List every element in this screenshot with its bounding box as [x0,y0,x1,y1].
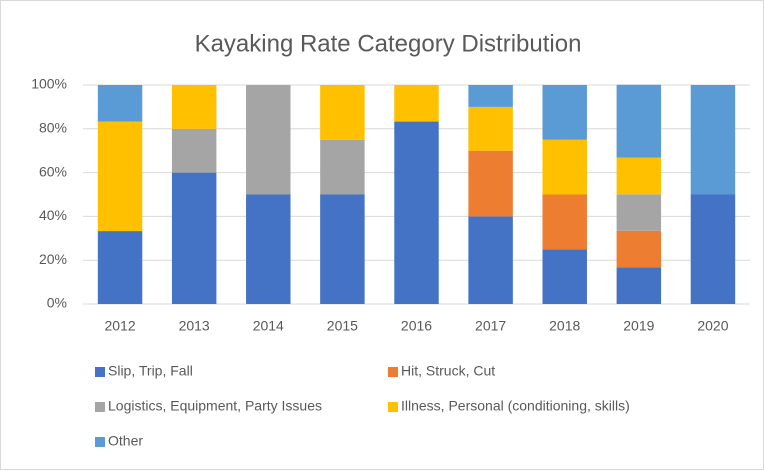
bar-segment [246,194,291,304]
bar-segment [616,194,662,231]
bar-segment [690,85,736,195]
legend-label: Other [108,433,143,449]
bar-segment [690,194,736,304]
bar-segment [616,84,662,158]
y-tick-label: 0% [47,295,67,311]
bar-segment [616,230,662,268]
bar-segment [468,216,513,304]
bar-segment [542,85,587,140]
x-tick-label: 2014 [253,318,284,334]
y-tick-label: 40% [39,207,67,223]
y-tick-label: 100% [31,76,67,92]
bar-segment [616,267,662,304]
bar-segment [171,128,217,173]
bar-segment [468,106,513,151]
legend-label: Logistics, Equipment, Party Issues [108,398,322,414]
bar-segment [97,231,143,304]
legend-label: Slip, Trip, Fall [108,363,193,379]
bar-segment [320,85,365,140]
x-tick-label: 2012 [104,318,135,334]
x-tick-label: 2018 [549,318,580,334]
bar-segment [468,150,513,217]
x-tick-label: 2015 [327,318,358,334]
x-tick-label: 2016 [401,318,432,334]
legend-swatch [95,402,105,412]
y-tick-label: 20% [39,251,67,267]
bar-segment [616,157,662,195]
bar-segment [468,85,513,107]
legend-swatch [95,367,105,377]
legend-swatch [388,367,398,377]
x-tick-label: 2017 [475,318,506,334]
bar-segment [97,121,143,232]
bar-segment [171,85,217,129]
bar-segment [542,139,587,195]
x-tick-label: 2019 [623,318,654,334]
legend-swatch [388,402,398,412]
bar-segment [97,85,143,122]
bar-segment [542,194,587,250]
legend-label: Hit, Struck, Cut [401,363,495,379]
bar-segment [320,194,365,304]
bar-segment [171,172,217,304]
bar-segment [320,139,365,195]
x-tick-label: 2013 [179,318,210,334]
y-tick-label: 80% [39,120,67,136]
bar-segment [394,121,439,304]
bar-segment [394,85,439,122]
x-tick-label: 2020 [697,318,728,334]
chart-title: Kayaking Rate Category Distribution [195,30,582,57]
bar-segment [246,85,291,195]
y-tick-label: 60% [39,163,67,179]
bar-segment [542,249,587,304]
legend-swatch [95,437,105,447]
legend-label: Illness, Personal (conditioning, skills) [401,398,630,414]
